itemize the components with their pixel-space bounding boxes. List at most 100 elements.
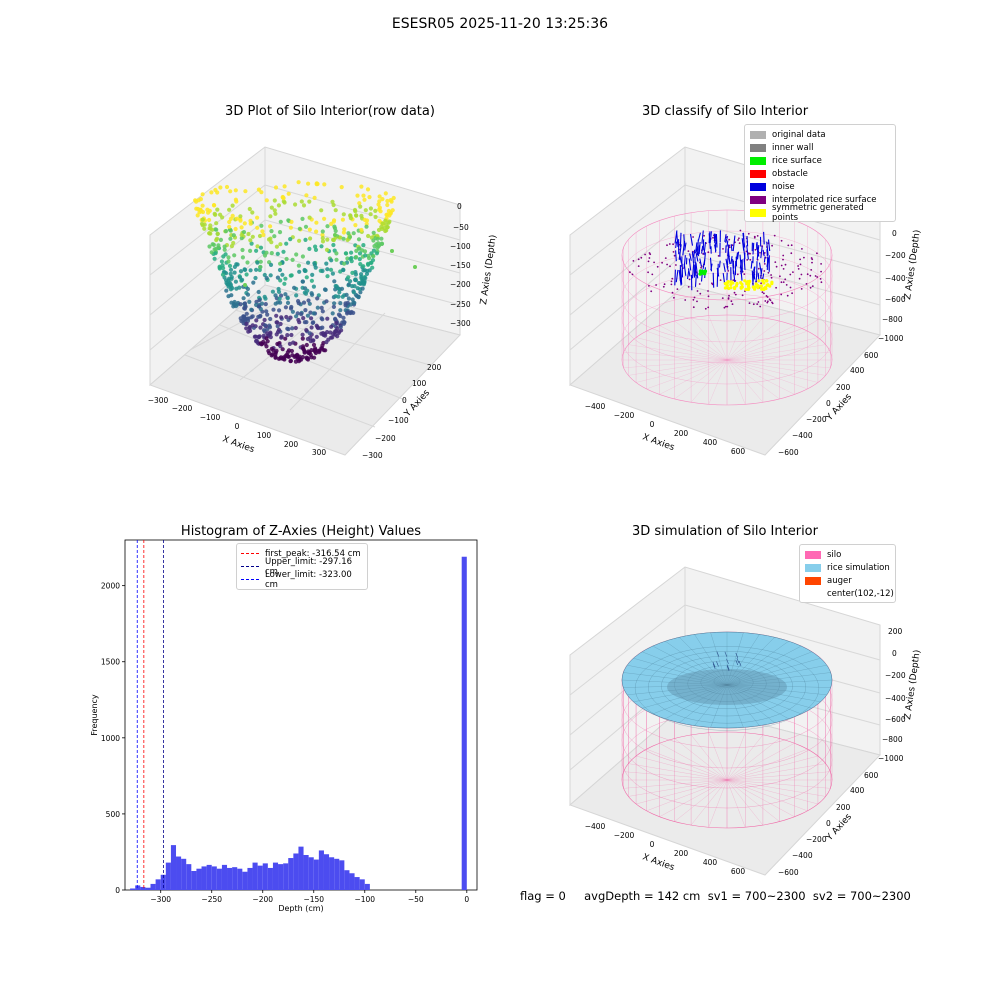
noise-point: [739, 254, 743, 271]
interpolated-point: [816, 276, 819, 278]
scatter-point: [240, 247, 245, 253]
scatter-point: [276, 327, 282, 332]
scatter-point: [363, 275, 368, 281]
scatter-point: [308, 236, 313, 241]
silo-floor-spoke: [726, 359, 818, 383]
panel2-ytick: 600: [864, 351, 879, 360]
panel4-legend: silo rice simulation auger center(102,-1…: [799, 544, 896, 603]
interpolated-point: [791, 292, 793, 295]
scatter-point: [278, 300, 283, 305]
scatter-point: [391, 195, 396, 201]
interpolated-point: [731, 303, 734, 305]
scatter-point: [213, 187, 218, 193]
interpolated-point: [671, 291, 674, 294]
scatter-point: [341, 315, 346, 320]
scatter-point: [348, 256, 353, 262]
figure-title: ESESR05 2025-11-20 13:25:36: [391, 16, 609, 32]
scatter-point: [292, 354, 297, 359]
legend-line: [241, 566, 259, 567]
scatter-point: [288, 237, 293, 242]
panel2-xtick: 200: [674, 429, 689, 438]
scatter-point: [363, 208, 368, 213]
scatter-point: [234, 262, 239, 267]
scatter-point: [210, 242, 215, 247]
interpolated-point: [809, 286, 812, 289]
interpolated-point: [726, 305, 729, 308]
interpolated-point: [673, 296, 675, 299]
scatter-point: [296, 301, 301, 306]
scatter-point: [320, 239, 326, 244]
scatter-point: [242, 301, 248, 306]
scatter-point: [344, 292, 349, 297]
scatter-point: [354, 255, 359, 260]
interpolated-point: [692, 298, 695, 301]
symmetric-point: [756, 284, 761, 289]
scatter-point: [336, 294, 341, 299]
scatter-point: [380, 197, 385, 202]
scatter-point: [361, 193, 366, 198]
scatter-point: [278, 356, 283, 361]
symmetric-point: [745, 282, 749, 286]
scatter-point: [300, 332, 305, 337]
scatter-point: [319, 244, 324, 249]
scatter-point: [283, 276, 288, 281]
scatter-point: [222, 244, 227, 249]
legend-entry-noise: noise: [750, 180, 890, 193]
panel1-xtick: −300: [148, 396, 169, 405]
scatter-point: [214, 227, 219, 232]
scatter-point: [238, 269, 244, 274]
scatter-point: [341, 230, 346, 235]
interpolated-point: [666, 244, 668, 247]
scatter-point: [220, 272, 226, 277]
scatter-point: [324, 261, 329, 266]
scatter-point: [215, 207, 220, 212]
scatter-point: [333, 332, 338, 337]
scatter-point: [306, 260, 311, 265]
scatter-point: [319, 208, 324, 213]
scatter-point: [285, 354, 290, 359]
panel4-ticks: −400 −200 0 200 400 600 −600 −400 −200 0…: [585, 627, 906, 877]
x-tick-label: −250: [201, 895, 222, 904]
scatter-point: [268, 273, 273, 278]
silo-floor-spoke: [726, 359, 746, 405]
interpolated-point: [789, 286, 792, 289]
interpolated-point: [784, 263, 787, 266]
noise-point: [756, 247, 760, 257]
histogram-bar: [344, 870, 350, 890]
scatter-point: [348, 216, 353, 221]
scatter-point: [305, 288, 310, 293]
panel2-ytick: 0: [826, 399, 831, 408]
panel1-ztick: −50: [453, 223, 469, 232]
panel1-xtick: 100: [257, 431, 272, 440]
scatter-point: [231, 233, 236, 238]
legend-entry-first-peak: first_peak: -316.54 cm: [241, 547, 363, 560]
scatter-point: [289, 219, 294, 224]
noise-point: [714, 233, 717, 245]
noise-point: [701, 230, 704, 244]
scatter-point: [219, 259, 224, 264]
scatter-point: [233, 188, 238, 193]
legend-label: rice simulation: [827, 562, 890, 573]
interpolated-point: [780, 264, 783, 267]
surface-mesh: [621, 679, 728, 686]
scatter-point: [359, 184, 364, 189]
interpolated-point: [764, 300, 767, 302]
scatter-point: [387, 219, 392, 224]
scatter-point: [255, 244, 260, 249]
panel2-xtick: 600: [731, 447, 746, 456]
noise-point: [766, 249, 768, 257]
noise-point: [762, 249, 765, 257]
scatter-point: [320, 317, 325, 322]
y-tick-label: 2000: [101, 582, 120, 591]
histogram-bar: [140, 886, 146, 890]
noise-point: [701, 245, 704, 254]
scatter-point: [222, 247, 227, 252]
silo-floor-spoke: [726, 755, 818, 781]
noise-point: [724, 234, 727, 242]
symmetric-point: [734, 284, 738, 288]
auger-mark: [735, 652, 739, 659]
legend-line: [241, 553, 259, 554]
scatter-point: [193, 198, 198, 203]
scatter-point: [289, 273, 294, 278]
scatter-point: [224, 288, 229, 293]
